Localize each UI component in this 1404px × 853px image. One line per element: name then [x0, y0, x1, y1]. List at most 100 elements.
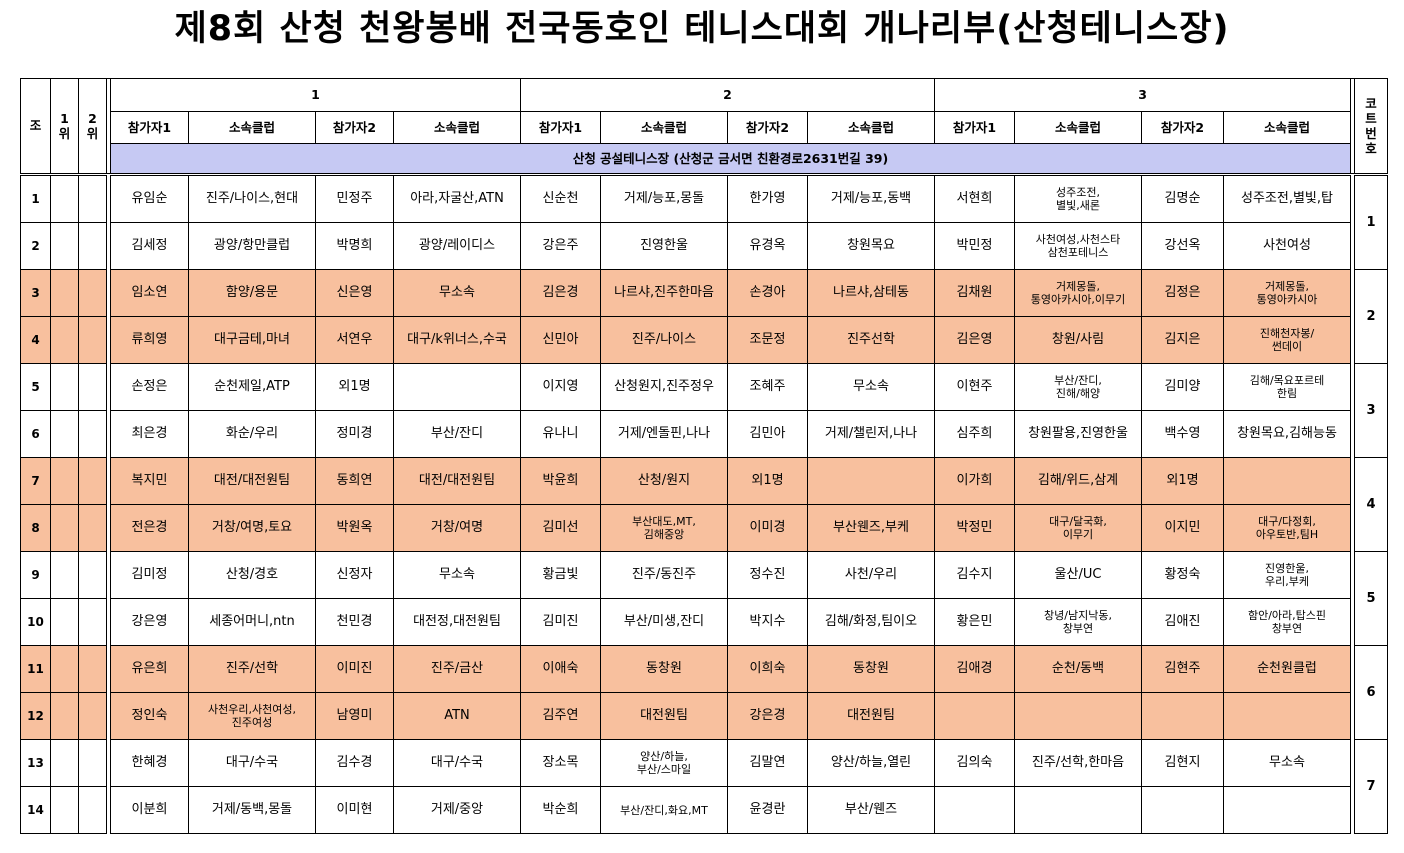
match3-club1: 진주/선학,한마음	[1014, 739, 1142, 787]
match2-participant1: 김주연	[520, 692, 601, 740]
group-number: 11	[20, 645, 51, 693]
match3-club2: 창원목요,김해능동	[1223, 410, 1351, 458]
header-second: 2 위	[78, 78, 107, 174]
venue-banner: 산청 공설테니스장 (산청군 금서면 친환경로2631번길 39)	[109, 143, 1352, 174]
first-place-cell	[50, 410, 79, 458]
match1-club1: 거제/동백,몽돌	[188, 786, 316, 834]
first-place-cell	[50, 175, 79, 223]
match1-club2: 아라,자굴산,ATN	[393, 175, 521, 223]
match1-club2: ATN	[393, 692, 521, 740]
match3-club2: 진영한울, 우리,부케	[1223, 551, 1351, 599]
first-place-cell	[50, 692, 79, 740]
first-place-cell	[50, 551, 79, 599]
match2-participant1: 박순희	[520, 786, 601, 834]
match1-club1: 대전/대전원팀	[188, 457, 316, 505]
match2-participant1: 이지영	[520, 363, 601, 411]
match3-participant2: 김지은	[1141, 316, 1224, 364]
match2-club1: 부산/잔디,화요,MT	[600, 786, 728, 834]
match3-participant2: 김미양	[1141, 363, 1224, 411]
court-number: 5	[1354, 551, 1388, 646]
match1-participant2: 남영미	[315, 692, 394, 740]
match2-participant2: 박지수	[727, 598, 808, 646]
gap	[1350, 222, 1355, 270]
second-place-cell	[78, 645, 107, 693]
second-place-cell	[78, 692, 107, 740]
group-number: 14	[20, 786, 51, 834]
match3-participant2: 백수영	[1141, 410, 1224, 458]
match1-club1: 산청/경호	[188, 551, 316, 599]
match2-club2: 부산/웬즈	[807, 786, 935, 834]
match3-participant1: 황은민	[934, 598, 1015, 646]
first-place-cell	[50, 457, 79, 505]
group-number: 2	[20, 222, 51, 270]
match3-club2	[1223, 457, 1351, 505]
match2-club1: 거제/능포,몽돌	[600, 175, 728, 223]
match1-participant2: 서연우	[315, 316, 394, 364]
table-row: 12 정인숙 사천우리,사천여성, 진주여성 남영미 ATN 김주연 대전원팀 강은경 대전원팀	[20, 692, 1388, 740]
page-title: 제8회 산청 천왕봉배 전국동호인 테니스대회 개나리부(산청테니스장)	[174, 9, 1230, 49]
second-place-cell	[78, 222, 107, 270]
match2-participant1: 김미선	[520, 504, 601, 552]
match1-club1: 진주/나이스,현대	[188, 175, 316, 223]
match2-participant2: 손경아	[727, 269, 808, 317]
match1-club2: 거제/중앙	[393, 786, 521, 834]
match2-participant1: 신순천	[520, 175, 601, 223]
header-jo: 조	[20, 78, 51, 174]
match2-participant2: 한가영	[727, 175, 808, 223]
match2-club1: 진주/동진주	[600, 551, 728, 599]
group-number: 10	[20, 598, 51, 646]
match2-participant1: 박윤희	[520, 457, 601, 505]
match3-club2	[1223, 692, 1351, 740]
match2-participant2: 조문정	[727, 316, 808, 364]
second-place-cell	[78, 269, 107, 317]
match3-club1: 창녕/남지낙동, 창부연	[1014, 598, 1142, 646]
col-participant1: 참가자1	[934, 111, 1016, 144]
match2-club1: 거제/엔돌핀,나나	[600, 410, 728, 458]
match3-club1: 사천여성,사천스타 삼천포테니스	[1014, 222, 1142, 270]
match3-participant1: 이현주	[934, 363, 1015, 411]
match1-club1: 대구금테,마녀	[188, 316, 316, 364]
bracket-table: 1 유임순 진주/나이스,현대 민정주 아라,자굴산,ATN 신순천 거제/능포,몽돌 한가영…	[20, 175, 1388, 834]
col-club: 소속클럽	[600, 111, 729, 144]
match2-club1: 진영한울	[600, 222, 728, 270]
match2-club1: 양산/하늘, 부산/스마일	[600, 739, 728, 787]
match2-participant2: 윤경란	[727, 786, 808, 834]
col-participant2: 참가자2	[315, 111, 394, 144]
match3-participant1: 김수지	[934, 551, 1015, 599]
match1-participant2: 민정주	[315, 175, 394, 223]
match1-participant1: 김미정	[110, 551, 189, 599]
match2-participant2: 강은경	[727, 692, 808, 740]
match1-club1: 거창/여명,토요	[188, 504, 316, 552]
match1-participant1: 김세정	[110, 222, 189, 270]
match1-club2: 진주/금산	[393, 645, 521, 693]
gap	[1350, 598, 1355, 646]
match3-participant2: 황정숙	[1141, 551, 1224, 599]
match2-club2: 거제/챌린저,나나	[807, 410, 935, 458]
match3-club1: 울산/UC	[1014, 551, 1142, 599]
match2-participant2: 이희숙	[727, 645, 808, 693]
group-number: 12	[20, 692, 51, 740]
match1-participant2: 정미경	[315, 410, 394, 458]
match3-participant1: 심주희	[934, 410, 1015, 458]
match1-participant1: 전은경	[110, 504, 189, 552]
match1-participant1: 강은영	[110, 598, 189, 646]
match1-club2: 대구/수국	[393, 739, 521, 787]
match3-participant2: 김애진	[1141, 598, 1224, 646]
group-number: 7	[20, 457, 51, 505]
match1-club2: 부산/잔디	[393, 410, 521, 458]
gap	[1350, 410, 1355, 458]
col-club: 소속클럽	[807, 111, 936, 144]
group-number: 13	[20, 739, 51, 787]
match2-participant2: 김민아	[727, 410, 808, 458]
match3-club2: 순천원클럽	[1223, 645, 1351, 693]
court-number: 6	[1354, 645, 1388, 740]
match1-club2: 무소속	[393, 269, 521, 317]
match1-participant2: 외1명	[315, 363, 394, 411]
first-place-cell	[50, 363, 79, 411]
match2-participant1: 유나니	[520, 410, 601, 458]
col-club: 소속클럽	[1014, 111, 1143, 144]
match3-club2	[1223, 786, 1351, 834]
table-row: 6 최은경 화순/우리 정미경 부산/잔디 유나니 거제/엔돌핀,나나 김민아 거제/챌린저,나…	[20, 410, 1388, 458]
match1-club2: 대구/k위너스,수국	[393, 316, 521, 364]
match3-participant2: 이지민	[1141, 504, 1224, 552]
